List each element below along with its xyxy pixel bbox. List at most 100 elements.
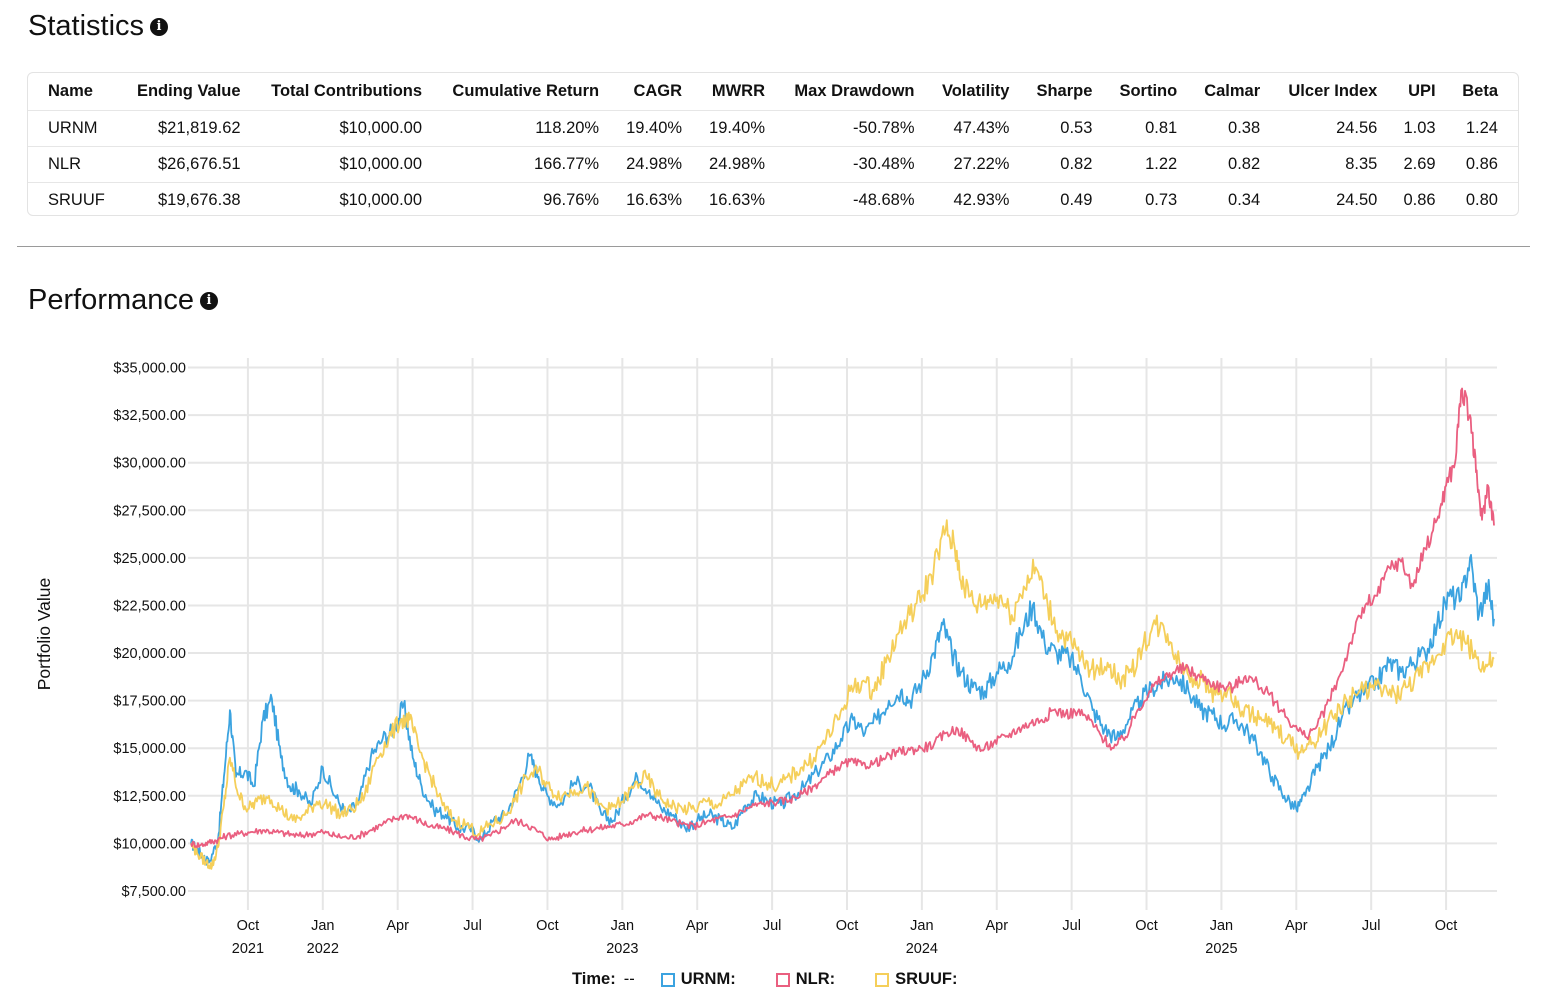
- table-cell: -30.48%: [777, 146, 927, 183]
- column-header[interactable]: Volatility: [941, 82, 1010, 100]
- column-header[interactable]: Calmar: [1204, 82, 1261, 100]
- table-cell: 0.82: [1189, 146, 1273, 183]
- y-tick-label: $25,000.00: [113, 551, 186, 567]
- table-cell: -48.68%: [777, 182, 927, 215]
- table-row: SRUUF $19,676.38 $10,000.00 96.76% 16.63% 16.…: [28, 182, 1518, 215]
- x-tick-month-label: Oct: [836, 918, 859, 934]
- y-tick-label: $7,500.00: [121, 884, 186, 900]
- info-icon[interactable]: i: [150, 17, 169, 36]
- legend-item-sruuf[interactable]: SRUUF:: [875, 970, 957, 989]
- legend-swatch-icon: [875, 972, 890, 987]
- table-cell: 0.53: [1021, 110, 1105, 147]
- table-cell: 24.56: [1272, 110, 1390, 147]
- series-line-sruuf[interactable]: [190, 519, 1495, 870]
- table-cell: $10,000.00: [252, 146, 435, 183]
- x-tick-month-label: Oct: [1435, 918, 1458, 934]
- x-tick-month-label: Jan: [910, 918, 933, 934]
- legend-swatch-icon: [775, 972, 790, 987]
- column-header[interactable]: Name: [48, 82, 93, 100]
- x-tick-year-label: 2023: [606, 941, 638, 957]
- table-cell: $19,676.38: [120, 182, 253, 215]
- x-tick-month-label: Jul: [1362, 918, 1381, 934]
- x-tick-month-label: Oct: [1135, 918, 1158, 934]
- table-cell: 19.40%: [611, 110, 695, 147]
- info-icon[interactable]: i: [200, 291, 219, 310]
- statistics-title: Statistics i: [28, 10, 169, 43]
- column-header[interactable]: Sharpe: [1036, 82, 1093, 100]
- table-cell: 27.22%: [926, 146, 1022, 183]
- column-header[interactable]: UPI: [1408, 82, 1436, 100]
- x-tick-year-label: 2021: [232, 941, 264, 957]
- table-cell: 0.38: [1189, 110, 1273, 147]
- table-row: NLR $26,676.51 $10,000.00 166.77% 24.98% 24.9…: [28, 146, 1518, 183]
- x-tick-year-label: 2025: [1205, 941, 1237, 957]
- legend-time-value: --: [623, 970, 635, 988]
- table-cell: 24.50: [1272, 182, 1390, 215]
- column-header[interactable]: MWRR: [711, 82, 766, 100]
- performance-chart[interactable]: $7,500.00 $10,000.00 $12,500.00 $15,000.00 $…: [0, 330, 1541, 970]
- table-row: URNM $21,819.62 $10,000.00 118.20% 19.40% 19.…: [28, 110, 1518, 147]
- ticker-cell: NLR: [28, 146, 121, 183]
- y-tick-label: $17,500.00: [113, 694, 186, 710]
- legend-label: URNM:: [680, 970, 736, 988]
- table-body: URNM $21,819.62 $10,000.00 118.20% 19.40% 19.…: [28, 110, 1518, 215]
- legend-time-label: Time:: [572, 970, 616, 988]
- table-cell: 0.80: [1447, 182, 1518, 215]
- column-header[interactable]: Ending Value: [136, 82, 241, 100]
- series-line-nlr[interactable]: [190, 387, 1495, 849]
- table-cell: 47.43%: [926, 110, 1022, 147]
- table-cell: 166.77%: [434, 146, 612, 183]
- table-cell: 16.63%: [694, 182, 778, 215]
- performance-title: Performance i: [28, 284, 219, 317]
- y-tick-label: $30,000.00: [113, 456, 186, 472]
- y-tick-label: $12,500.00: [113, 789, 186, 805]
- x-tick-year-label: 2024: [906, 941, 938, 957]
- statistics-title-text: Statistics: [28, 10, 145, 42]
- table-cell: 2.69: [1389, 146, 1448, 183]
- column-header[interactable]: CAGR: [633, 82, 683, 100]
- y-axis-label: Portfolio Value: [34, 578, 54, 691]
- table-cell: 42.93%: [926, 182, 1022, 215]
- column-header[interactable]: Sortino: [1119, 82, 1178, 100]
- y-tick-label: $15,000.00: [113, 741, 186, 757]
- y-tick-label: $20,000.00: [113, 646, 186, 662]
- ticker-cell: URNM: [28, 110, 121, 147]
- legend-item-nlr[interactable]: NLR:: [775, 970, 835, 989]
- statistics-table-container: Name Ending Value Total Contributions Cumul…: [27, 72, 1519, 216]
- table-cell: 0.49: [1021, 182, 1105, 215]
- legend-item-urnm[interactable]: URNM:: [660, 970, 736, 989]
- column-header[interactable]: Beta: [1462, 82, 1498, 100]
- x-tick-month-label: Apr: [386, 918, 409, 934]
- ticker-cell: SRUUF: [28, 182, 121, 215]
- table-cell: $21,819.62: [120, 110, 253, 147]
- column-header[interactable]: Total Contributions: [271, 82, 423, 100]
- column-header[interactable]: Max Drawdown: [794, 82, 915, 100]
- table-cell: 16.63%: [611, 182, 695, 215]
- table-cell: $10,000.00: [252, 182, 435, 215]
- series-line-urnm[interactable]: [190, 554, 1495, 866]
- performance-title-text: Performance: [28, 284, 195, 316]
- section-divider: [17, 246, 1530, 247]
- table-cell: 0.81: [1104, 110, 1190, 147]
- table-cell: 24.98%: [611, 146, 695, 183]
- table-cell: 1.24: [1447, 110, 1518, 147]
- x-tick-month-label: Jan: [311, 918, 334, 934]
- table-cell: 8.35: [1272, 146, 1390, 183]
- x-tick-month-label: Apr: [1285, 918, 1308, 934]
- column-header[interactable]: Ulcer Index: [1288, 82, 1378, 100]
- x-tick-month-label: Apr: [686, 918, 709, 934]
- x-tick-month-label: Jul: [763, 918, 782, 934]
- table-cell: 1.03: [1389, 110, 1448, 147]
- x-tick-month-label: Jul: [463, 918, 482, 934]
- column-header[interactable]: Cumulative Return: [452, 82, 600, 100]
- y-tick-label: $27,500.00: [113, 503, 186, 519]
- legend-label: SRUUF:: [895, 970, 958, 988]
- table-cell: 0.34: [1189, 182, 1273, 215]
- y-tick-label: $35,000.00: [113, 361, 186, 377]
- table-header-row: Name Ending Value Total Contributions Cumul…: [28, 73, 1518, 111]
- table-cell: -50.78%: [777, 110, 927, 147]
- x-tick-month-label: Jul: [1062, 918, 1081, 934]
- x-tick-month-label: Jan: [611, 918, 634, 934]
- table-cell: 118.20%: [434, 110, 612, 147]
- table-cell: 96.76%: [434, 182, 612, 215]
